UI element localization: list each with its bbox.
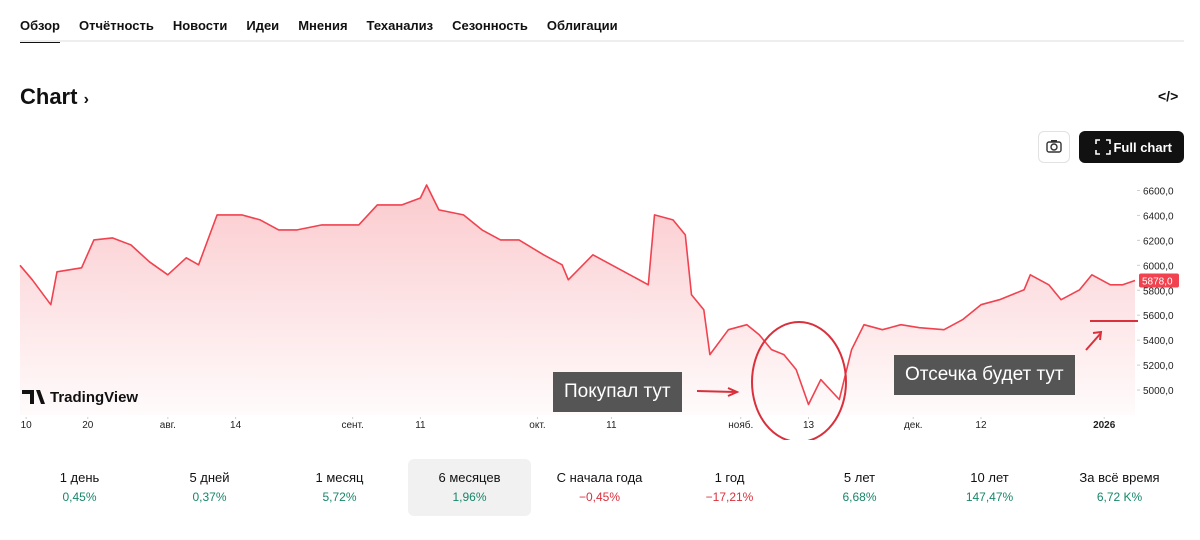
x-tick-label: нояб.: [728, 419, 753, 431]
y-tick-label: 5200,0: [1143, 361, 1174, 372]
y-tick-label: 6600,0: [1143, 186, 1174, 197]
period-option[interactable]: 5 лет 6,68%: [798, 459, 921, 516]
period-option[interactable]: С начала года −0,45%: [538, 459, 661, 516]
price-line: [19, 184, 1136, 406]
tab[interactable]: Идеи: [246, 18, 280, 33]
tab[interactable]: Теханализ: [366, 18, 434, 33]
embed-button[interactable]: </>: [1158, 88, 1179, 104]
period-label[interactable]: 5 дней: [189, 470, 230, 485]
period-option[interactable]: 5 дней 0,37%: [148, 459, 271, 516]
period-label[interactable]: С начала года: [556, 470, 643, 485]
period-option[interactable]: 1 день 0,45%: [18, 459, 141, 516]
chart-heading[interactable]: Chart ›: [20, 84, 89, 109]
period-change[interactable]: 1,96%: [452, 490, 487, 504]
period-label[interactable]: 10 лет: [970, 470, 1009, 485]
heading-text[interactable]: Chart: [20, 84, 78, 109]
period-change[interactable]: −0,45%: [578, 490, 621, 504]
tab[interactable]: Мнения: [298, 18, 348, 33]
period-label[interactable]: 1 месяц: [315, 470, 364, 485]
x-tick-label: 11: [606, 420, 617, 431]
period-label[interactable]: 1 день: [59, 470, 100, 485]
period-option[interactable]: 1 год −17,21%: [668, 459, 791, 516]
expand-icon: [1095, 139, 1111, 155]
tab[interactable]: Сезонность: [452, 18, 528, 33]
annotation: Отсечка будет тут: [894, 355, 1075, 395]
y-tick-label: 6400,0: [1143, 211, 1174, 222]
period-change[interactable]: 147,47%: [965, 490, 1014, 504]
x-tick-label: 11: [415, 420, 426, 431]
y-tick-label: 5000,0: [1143, 386, 1174, 397]
annotation: Покупал тут: [553, 372, 682, 412]
period-label[interactable]: 1 год: [714, 470, 745, 485]
tab-bar: Обзор Отчётность Новости Идеи Мнения Теханали…: [20, 18, 618, 43]
period-label[interactable]: 5 лет: [843, 470, 876, 485]
period-option[interactable]: 10 лет 147,47%: [928, 459, 1051, 516]
tab[interactable]: Новости: [172, 18, 228, 33]
button-label[interactable]: Full chart: [1113, 139, 1172, 155]
highlight-circle: [751, 321, 847, 440]
area-fill: [20, 185, 1135, 415]
last-price-label: 5878,0: [1142, 277, 1173, 288]
arrow: [696, 387, 740, 397]
y-tick-label: 6000,0: [1143, 261, 1174, 272]
arrow: [1085, 330, 1103, 351]
tab[interactable]: Облигации: [546, 18, 618, 33]
x-tick-label: дек.: [904, 420, 923, 431]
watermark: TradingView: [50, 389, 138, 406]
period-label[interactable]: За всё время: [1079, 470, 1160, 485]
y-tick-label: 5600,0: [1143, 311, 1174, 322]
x-tick-label: 20: [82, 420, 94, 431]
period-label[interactable]: 6 месяцев: [438, 470, 501, 485]
period-change[interactable]: 0,45%: [62, 490, 97, 504]
y-tick-label: 5800,0: [1143, 286, 1174, 297]
y-tick-label: 6200,0: [1143, 236, 1174, 247]
period-option[interactable]: 6 месяцев 1,96%: [408, 459, 531, 516]
period-change[interactable]: −17,21%: [705, 490, 754, 504]
x-tick-label: окт.: [529, 420, 545, 431]
x-tick-label: 14: [230, 420, 242, 431]
period-option[interactable]: 1 месяц 5,72%: [278, 459, 401, 516]
period-change[interactable]: 5,72%: [322, 490, 357, 504]
period-change[interactable]: 6,72 K%: [1096, 490, 1143, 504]
full-chart-button[interactable]: Full chart: [1079, 131, 1184, 163]
x-tick-label: 12: [975, 420, 987, 431]
x-tick-label: 10: [21, 420, 33, 431]
chart: 5000,0 5200,0 5400,0 5600,0 5800,0 6000,0 6200…: [19, 184, 1179, 440]
period-change[interactable]: 0,37%: [192, 490, 227, 504]
tab[interactable]: Отчётность: [79, 18, 154, 33]
x-tick-label: авг.: [160, 420, 176, 431]
tab-divider: [20, 40, 1184, 42]
camera-icon: [1046, 140, 1062, 153]
y-tick-label: 5400,0: [1143, 336, 1174, 347]
screenshot-button[interactable]: [1038, 131, 1070, 163]
tv-logo: [22, 390, 45, 404]
period-change[interactable]: 6,68%: [842, 490, 877, 504]
period-selector: 1 день 0,45% 5 дней 0,37% 1 месяц 5,72% 6 меся…: [18, 459, 1188, 516]
x-tick-label: сент.: [341, 420, 363, 431]
x-tick-label: 2026: [1093, 420, 1116, 431]
period-option[interactable]: За всё время 6,72 K%: [1058, 459, 1181, 516]
tab[interactable]: Обзор: [20, 18, 60, 43]
x-tick-label: 13: [803, 420, 815, 431]
last-price-tag: [1139, 273, 1179, 288]
